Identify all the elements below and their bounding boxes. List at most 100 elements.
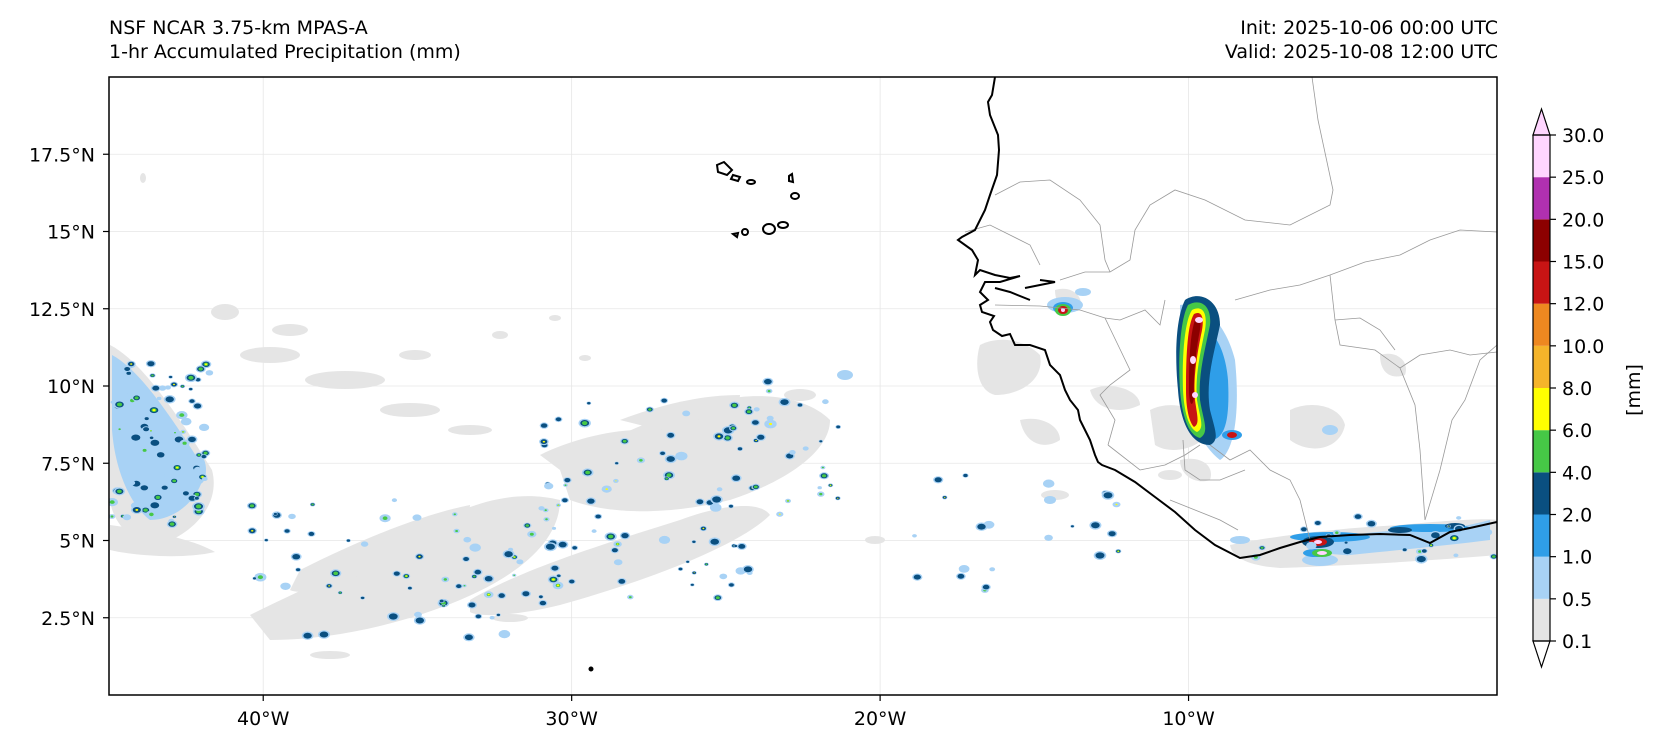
precip-cell-core <box>595 514 601 519</box>
precip-cell-core <box>696 499 704 505</box>
lat-tick-label: 12.5°N <box>29 299 95 321</box>
precip-cell-core <box>147 361 155 367</box>
precip-cell-core <box>303 632 312 639</box>
precip-cell-core <box>963 473 968 478</box>
precip-cell <box>516 559 524 565</box>
precip-cell-core <box>1343 548 1352 555</box>
precip-cell-core <box>393 571 400 576</box>
coastline <box>956 77 1497 560</box>
colorbar-tick-label: 0.1 <box>1562 631 1592 653</box>
precip-cell-core <box>702 527 705 530</box>
precip-cell <box>463 536 472 543</box>
precip-cell-core <box>172 479 177 483</box>
precip-cell-core <box>1091 522 1100 529</box>
precip-cell-core <box>712 496 721 503</box>
precip-cell-core <box>1108 531 1116 537</box>
precip-cell-core <box>764 378 772 385</box>
precip-cell <box>544 482 554 490</box>
precip-cell-core <box>829 484 832 486</box>
precip-cell-core <box>189 399 195 403</box>
precip-cell-core <box>169 522 175 526</box>
precip-cell-core <box>126 371 131 375</box>
longitude-axis: 40°W 30°W 20°W 10°W <box>237 695 1215 730</box>
precip-cell <box>719 573 728 580</box>
lat-tick-label: 17.5°N <box>29 144 95 166</box>
precip-cell <box>128 480 136 486</box>
precip-cell-core <box>273 512 277 516</box>
colorbar-segment <box>1533 261 1550 304</box>
precip-cell-core <box>1314 521 1321 525</box>
precip-cell <box>280 582 291 590</box>
precip-cell <box>822 399 829 405</box>
precip-cell-core <box>556 584 560 587</box>
precip-cell-core <box>522 591 530 597</box>
precip-cell-core <box>150 439 160 446</box>
precip-cell-core <box>755 439 757 442</box>
precip-cell-core <box>1418 550 1422 553</box>
colorbar-tick-label: 15.0 <box>1562 252 1604 274</box>
precip-cell-core <box>778 513 781 515</box>
precip-cell-core <box>110 515 114 518</box>
lon-tick-label: 30°W <box>545 708 598 730</box>
precip-cell-core <box>498 593 505 598</box>
precip-cell-core <box>284 529 290 533</box>
precip-cell <box>538 506 545 511</box>
precip-cell-core <box>140 485 149 491</box>
precip-cell-core <box>188 375 194 380</box>
precip-cell-core <box>124 367 131 371</box>
precip-cell-core <box>667 432 675 438</box>
precip-cell <box>180 417 192 426</box>
precip-cell-core <box>182 431 184 433</box>
precip-cell-core <box>1421 549 1427 553</box>
precip-cell <box>675 451 688 461</box>
precip-cell-core <box>161 485 168 490</box>
precip-cell-core <box>717 435 721 438</box>
precip-cell-core <box>194 403 202 409</box>
precip-cell-core <box>149 436 154 440</box>
precip-cell <box>158 385 167 391</box>
precip-cell-core <box>732 475 741 481</box>
precip-cell-core <box>621 533 629 539</box>
precip-cell-core <box>418 555 421 558</box>
precip-cell <box>469 543 481 552</box>
precip-cell-core <box>513 574 516 576</box>
colorbar-segment <box>1533 177 1550 220</box>
lat-tick-label: 15°N <box>47 222 95 244</box>
precip-cell-core <box>463 557 469 561</box>
precip-cell-core <box>678 567 683 571</box>
colorbar-tick-label: 2.0 <box>1562 505 1592 527</box>
colorbar-tick-label: 1.0 <box>1562 547 1592 569</box>
precip-cell-core <box>556 574 561 578</box>
precip-cell-core <box>618 579 626 584</box>
precip-cell-core <box>748 406 751 409</box>
precip-cell-core <box>551 565 559 571</box>
lat-tick-label: 2.5°N <box>41 608 95 630</box>
precip-cell-core <box>1354 514 1362 519</box>
precip-cell-core <box>339 591 342 594</box>
precip-cell-core <box>752 420 759 425</box>
precip-cell-core <box>746 410 751 414</box>
precip-cell <box>168 504 180 513</box>
lon-tick-label: 10°W <box>1162 708 1215 730</box>
precip-cell-core <box>333 571 339 576</box>
precip-cell-core <box>544 509 547 512</box>
init-time: Init: 2025-10-06 00:00 UTC <box>1240 17 1498 39</box>
precip-cell-core <box>463 585 466 587</box>
colorbar-tick-label: 20.0 <box>1562 209 1604 231</box>
precip-cell <box>789 450 796 455</box>
precip-cell-core <box>615 462 619 465</box>
precip-cell-core <box>1117 550 1120 552</box>
lat-tick-label: 10°N <box>47 376 95 398</box>
latitude-axis: 17.5°N 15°N 12.5°N 10°N 7.5°N 5°N 2.5°N <box>29 144 109 630</box>
precip-cell-core <box>156 452 165 458</box>
precip-cell-core <box>555 417 562 422</box>
colorbar-tick-label: 10.0 <box>1562 336 1604 358</box>
colorbar-segment <box>1533 472 1550 515</box>
colorbar-tick-label: 8.0 <box>1562 378 1592 400</box>
precip-cell-core <box>666 456 675 462</box>
country-borders <box>964 77 1497 541</box>
precip-cell <box>199 423 210 431</box>
precip-cell <box>498 630 511 639</box>
colorbar-segment <box>1533 135 1550 178</box>
